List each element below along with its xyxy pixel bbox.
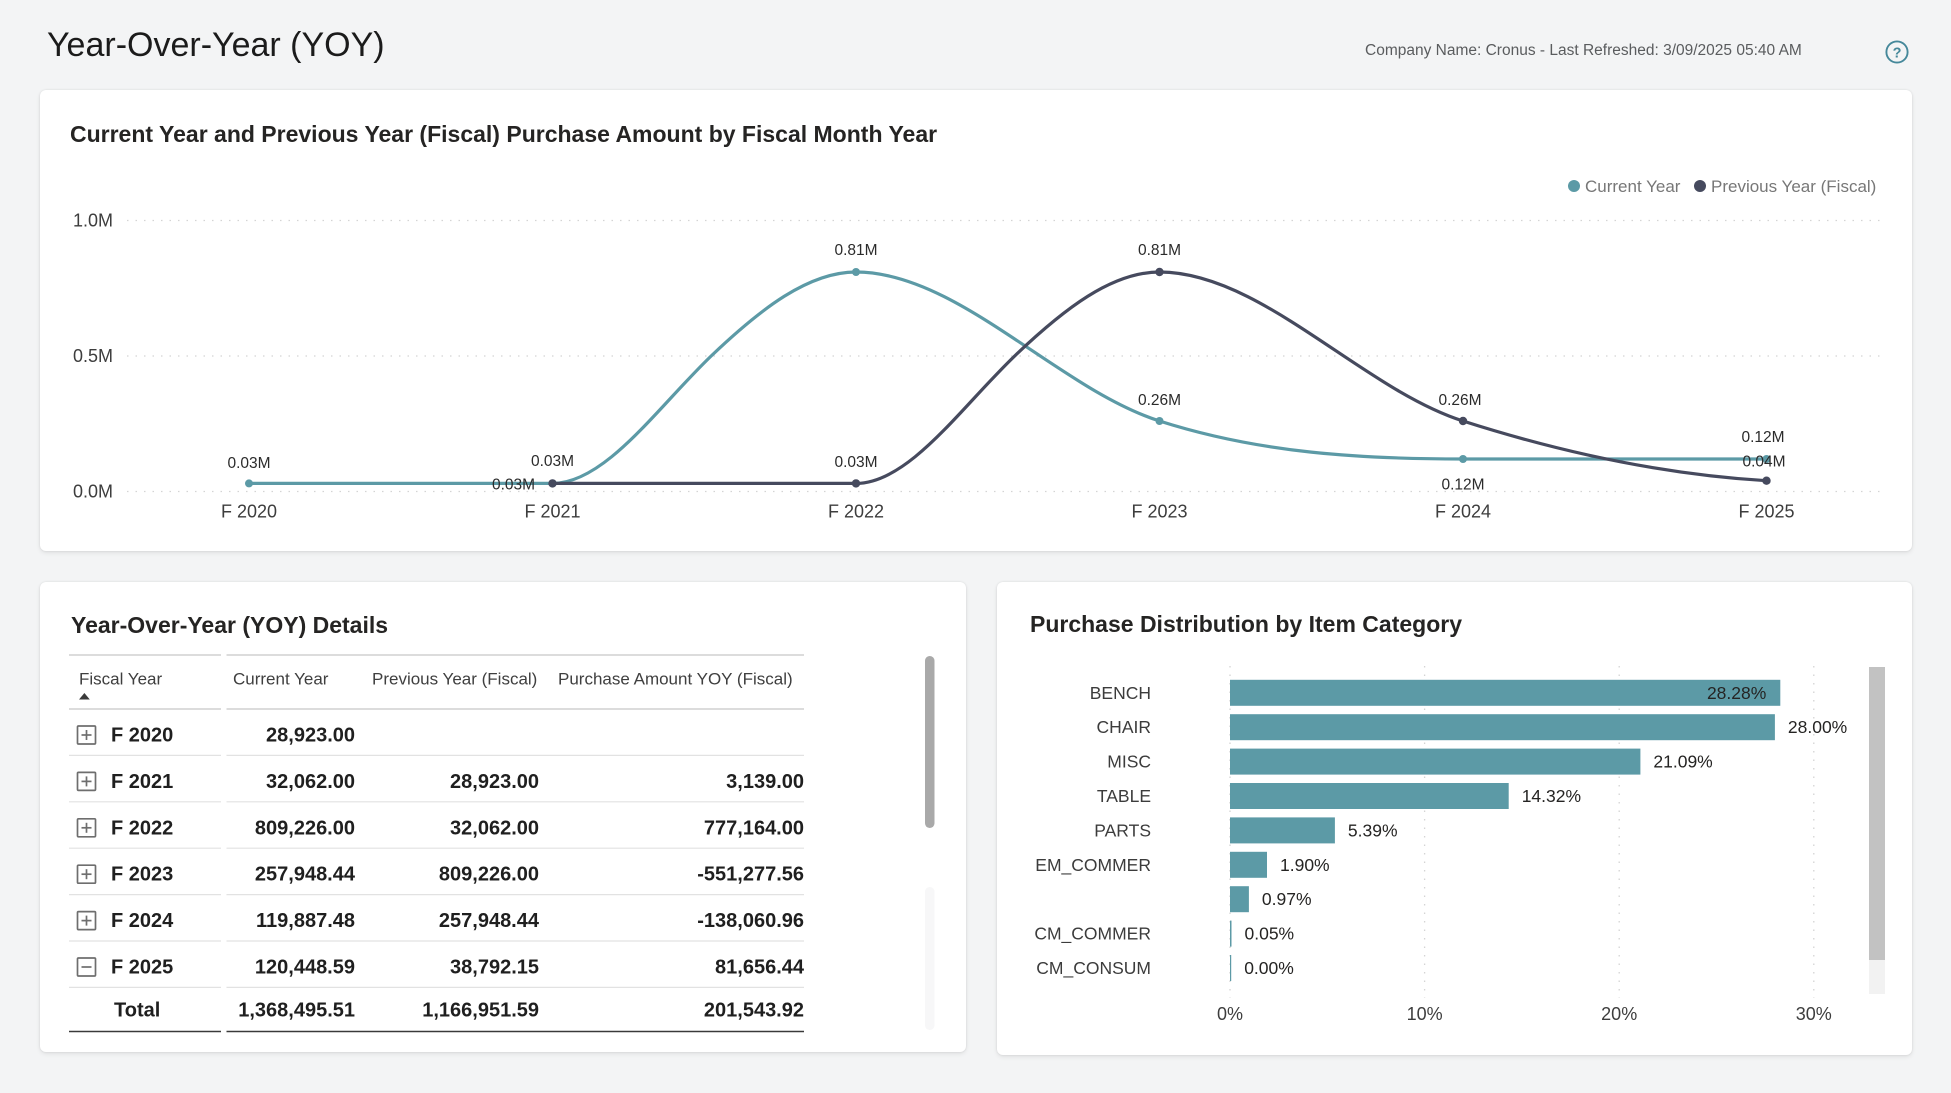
svg-text:14.32%: 14.32%: [1522, 786, 1581, 806]
svg-text:257,948.44: 257,948.44: [439, 910, 540, 932]
svg-text:0.04M: 0.04M: [1742, 454, 1785, 471]
svg-text:28,923.00: 28,923.00: [266, 725, 355, 747]
svg-text:F 2025: F 2025: [1738, 502, 1794, 522]
svg-text:201,543.92: 201,543.92: [704, 1000, 804, 1022]
svg-text:28,923.00: 28,923.00: [450, 771, 539, 793]
svg-text:F 2021: F 2021: [111, 771, 173, 793]
svg-text:PARTS: PARTS: [1094, 820, 1151, 840]
svg-text:0.81M: 0.81M: [834, 242, 877, 259]
svg-text:0.03M: 0.03M: [492, 477, 535, 494]
svg-text:F 2022: F 2022: [111, 817, 173, 839]
svg-text:0.03M: 0.03M: [227, 455, 270, 472]
svg-text:Fiscal Year: Fiscal Year: [79, 670, 162, 689]
svg-text:1,166,951.59: 1,166,951.59: [422, 1000, 539, 1022]
svg-text:0.0M: 0.0M: [73, 482, 113, 502]
svg-text:F 2020: F 2020: [111, 725, 173, 747]
svg-text:0.5M: 0.5M: [73, 346, 113, 366]
svg-text:-551,277.56: -551,277.56: [697, 864, 804, 886]
svg-text:0.26M: 0.26M: [1438, 392, 1481, 409]
svg-text:Previous Year (Fiscal): Previous Year (Fiscal): [372, 670, 537, 689]
svg-text:809,226.00: 809,226.00: [439, 864, 539, 886]
svg-text:38,792.15: 38,792.15: [450, 957, 539, 979]
svg-text:0.26M: 0.26M: [1138, 392, 1181, 409]
svg-text:F 2022: F 2022: [828, 502, 884, 522]
svg-text:119,887.48: 119,887.48: [256, 910, 355, 932]
svg-text:0%: 0%: [1217, 1004, 1243, 1024]
svg-text:10%: 10%: [1407, 1004, 1443, 1024]
svg-text:120,448.59: 120,448.59: [255, 957, 355, 979]
svg-text:Current Year: Current Year: [233, 670, 329, 689]
svg-text:F 2020: F 2020: [221, 502, 277, 522]
svg-text:21.09%: 21.09%: [1653, 752, 1712, 772]
svg-text:0.05%: 0.05%: [1245, 924, 1295, 944]
svg-text:BENCH: BENCH: [1090, 683, 1151, 703]
svg-text:CM_CONSUM: CM_CONSUM: [1036, 958, 1151, 979]
svg-text:F 2025: F 2025: [111, 957, 173, 979]
svg-text:Total: Total: [114, 1000, 160, 1022]
svg-text:20%: 20%: [1601, 1004, 1637, 1024]
svg-text:0.81M: 0.81M: [1138, 242, 1181, 259]
svg-text:1.0M: 1.0M: [73, 211, 113, 231]
svg-text:EM_COMMER: EM_COMMER: [1035, 855, 1151, 876]
svg-text:TABLE: TABLE: [1097, 786, 1151, 806]
svg-text:5.39%: 5.39%: [1348, 820, 1398, 840]
svg-text:1,368,495.51: 1,368,495.51: [238, 1000, 355, 1022]
svg-text:0.12M: 0.12M: [1441, 477, 1484, 494]
svg-text:30%: 30%: [1796, 1004, 1832, 1024]
svg-text:81,656.44: 81,656.44: [715, 957, 805, 979]
svg-text:0.03M: 0.03M: [834, 454, 877, 471]
svg-text:0.00%: 0.00%: [1244, 958, 1294, 978]
svg-text:32,062.00: 32,062.00: [266, 771, 355, 793]
svg-text:777,164.00: 777,164.00: [704, 817, 804, 839]
svg-text:Purchase Amount YOY (Fiscal): Purchase Amount YOY (Fiscal): [558, 670, 793, 689]
svg-text:28.28%: 28.28%: [1707, 683, 1766, 703]
svg-text:F 2024: F 2024: [111, 910, 174, 932]
svg-text:F 2023: F 2023: [1131, 502, 1187, 522]
svg-text:CM_COMMER: CM_COMMER: [1034, 924, 1151, 945]
svg-text:0.03M: 0.03M: [531, 453, 574, 470]
svg-text:F 2023: F 2023: [111, 864, 173, 886]
svg-text:-138,060.96: -138,060.96: [697, 910, 804, 932]
svg-text:0.97%: 0.97%: [1262, 889, 1312, 909]
svg-text:257,948.44: 257,948.44: [255, 864, 356, 886]
svg-text:MISC: MISC: [1107, 752, 1151, 772]
svg-text:F 2021: F 2021: [524, 502, 580, 522]
svg-text:28.00%: 28.00%: [1788, 717, 1847, 737]
svg-text:0.12M: 0.12M: [1741, 429, 1784, 446]
svg-text:32,062.00: 32,062.00: [450, 817, 539, 839]
svg-text:F 2024: F 2024: [1435, 502, 1491, 522]
svg-text:1.90%: 1.90%: [1280, 855, 1330, 875]
svg-text:?: ?: [1893, 45, 1902, 61]
svg-text:CHAIR: CHAIR: [1097, 717, 1151, 737]
svg-text:3,139.00: 3,139.00: [726, 771, 804, 793]
svg-text:809,226.00: 809,226.00: [255, 817, 355, 839]
